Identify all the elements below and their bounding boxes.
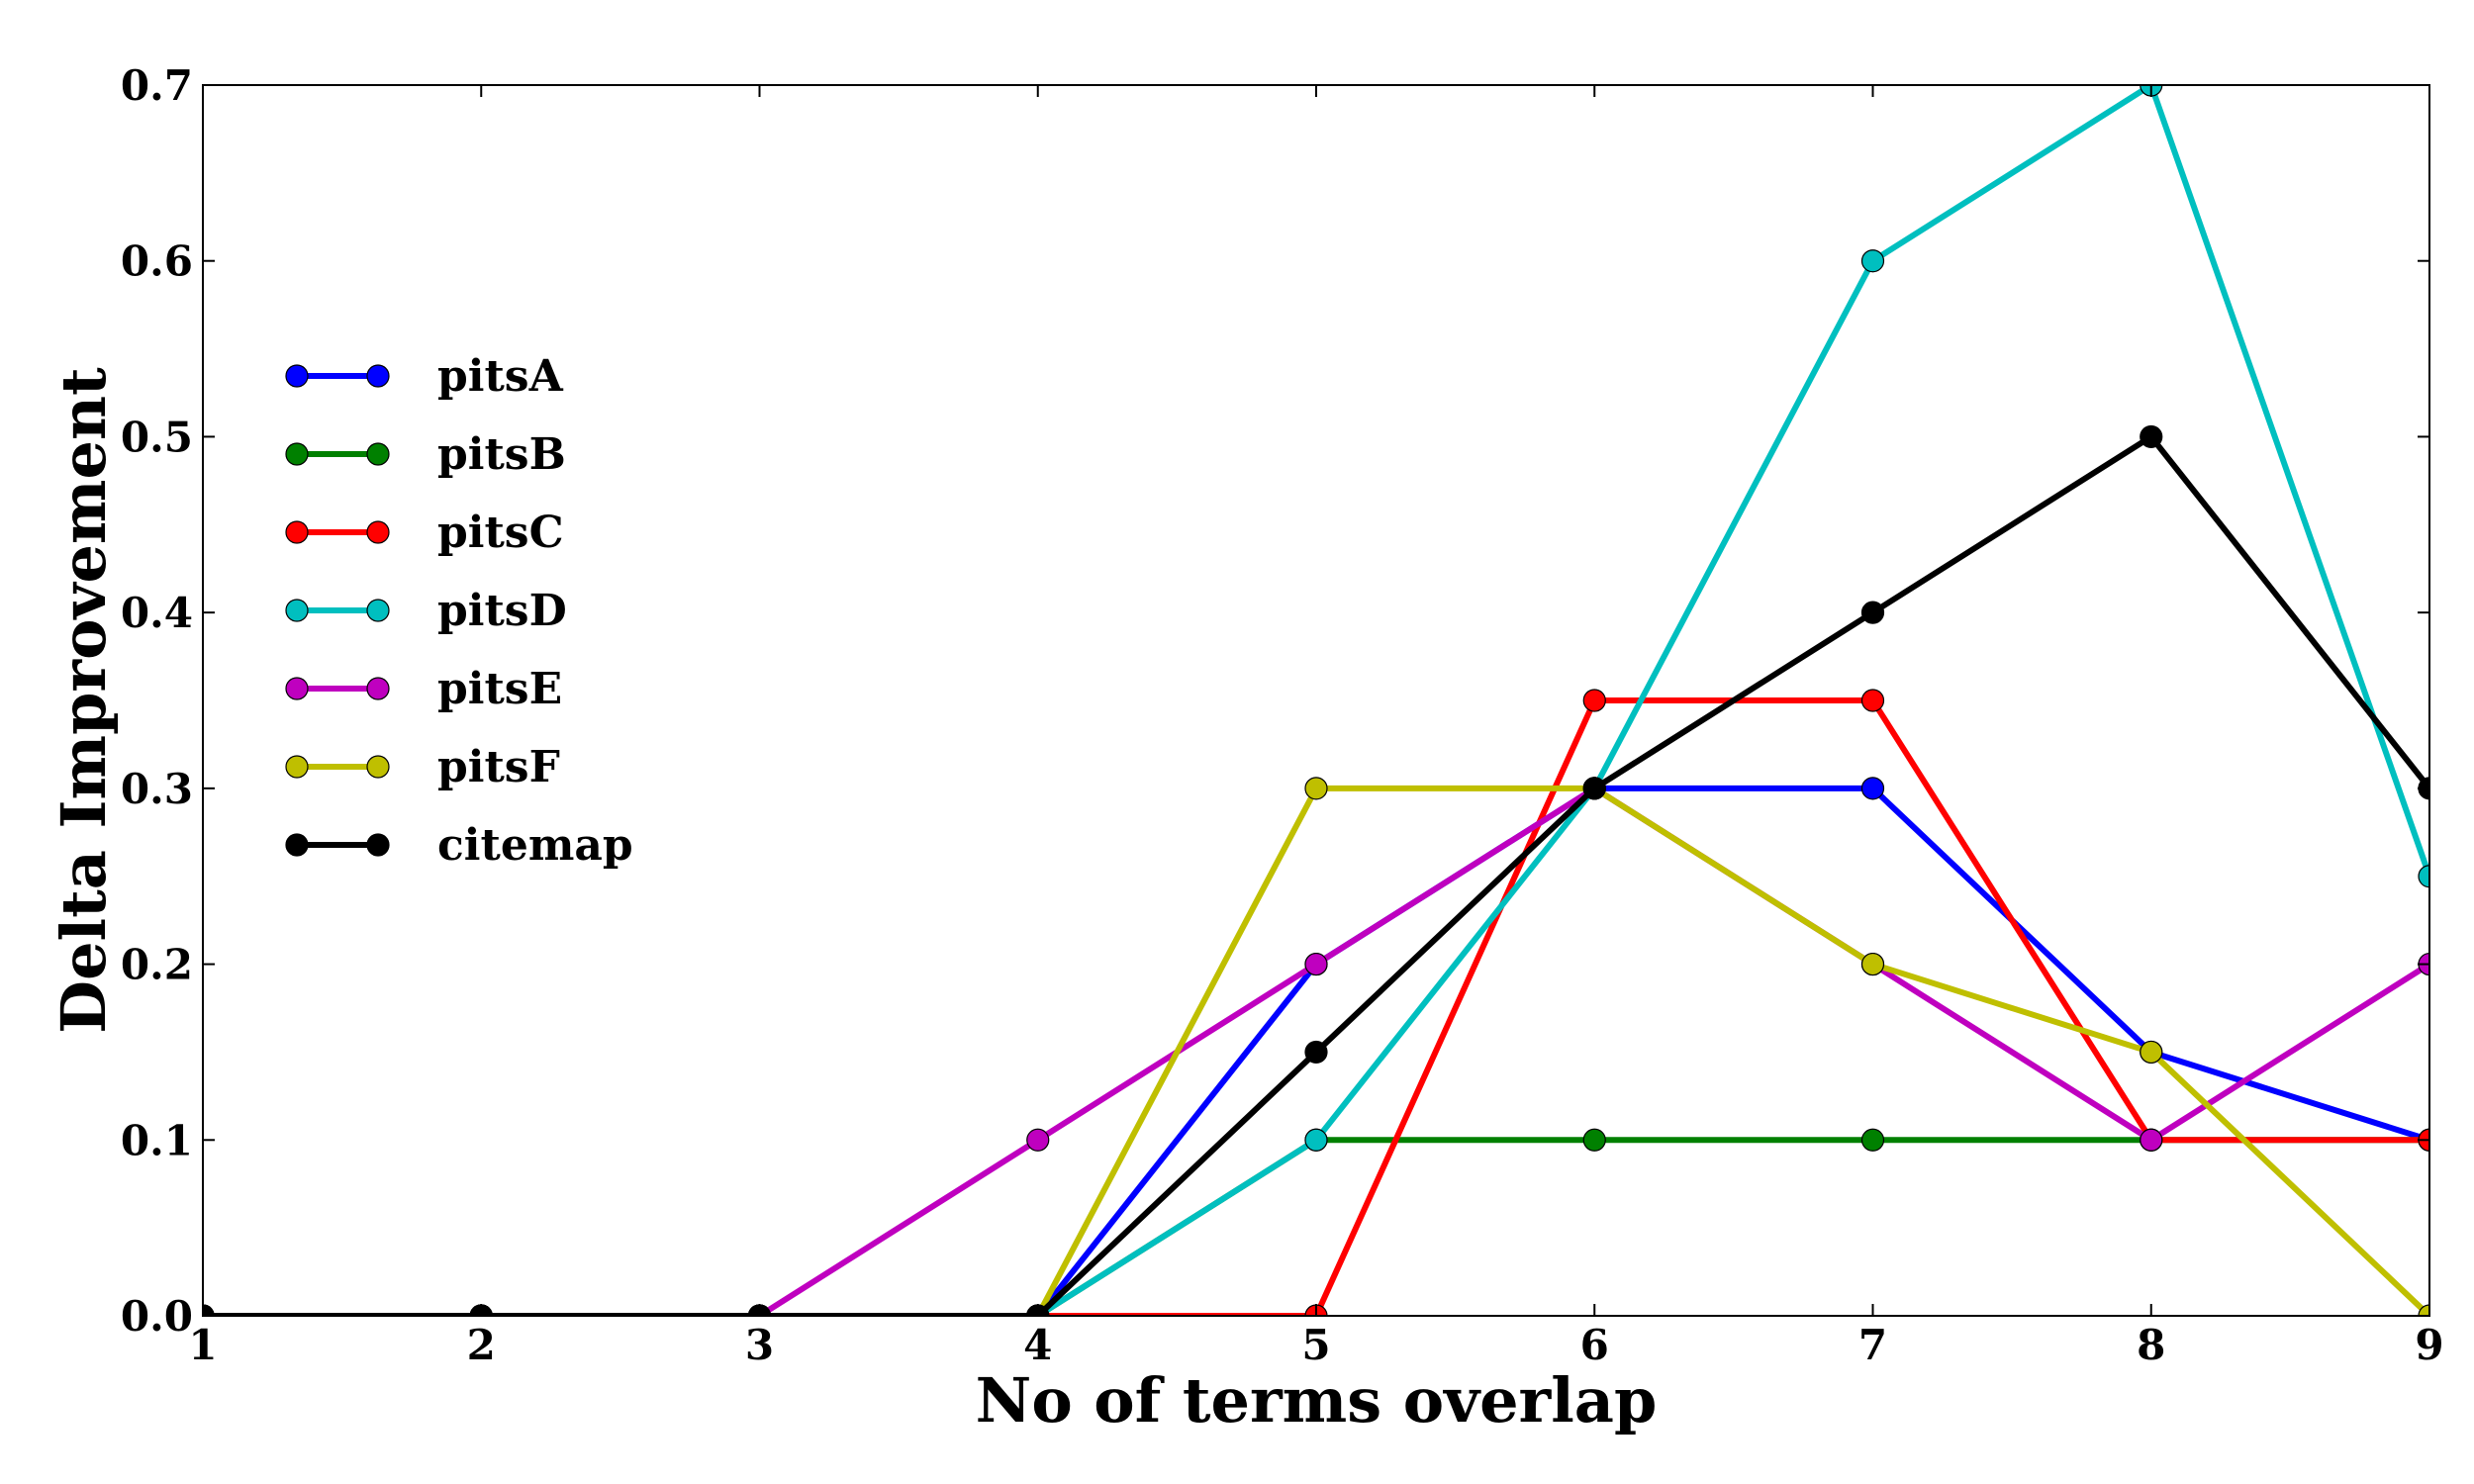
data-point-pitsF-9: [2418, 1304, 2429, 1316]
legend-marker-pitsB: [366, 442, 390, 466]
x-tick-label: 8: [2137, 1321, 2165, 1369]
legend-label: pitsE: [437, 664, 562, 714]
data-point-pitsA-7: [1860, 777, 1885, 800]
data-point-pitsF-7: [1860, 952, 1885, 976]
legend-marker-pitsD: [366, 599, 390, 622]
x-tick-label: 7: [1858, 1321, 1887, 1369]
data-point-pitsD-7: [1860, 249, 1885, 273]
legend-entry-pitsF: pitsF: [285, 742, 560, 792]
data-point-pitsE-5: [1304, 952, 1328, 976]
legend-label: pitsF: [437, 742, 560, 792]
legend-entry-pitsD: pitsD: [285, 586, 567, 636]
data-point-pitsF-8: [2140, 1040, 2163, 1065]
data-point-pitsD-9: [2418, 865, 2429, 888]
legend-marker-pitsC: [285, 520, 309, 544]
legend-entry-pitsA: pitsA: [285, 351, 564, 402]
data-point-pitsE-4: [1026, 1128, 1050, 1152]
legend-marker-pitsF: [285, 755, 309, 779]
legend-label: citemap: [437, 820, 633, 871]
legend-marker-pitsA: [366, 364, 390, 388]
series-line-pitsB: [203, 1137, 2429, 1316]
series-line-pitsC: [203, 697, 2429, 1316]
data-point-citemap-8: [2140, 424, 2163, 449]
data-point-pitsD-5: [1304, 1128, 1328, 1152]
x-tick-label: 6: [1580, 1321, 1609, 1369]
legend-label: pitsD: [437, 586, 567, 636]
legend-marker-pitsE: [285, 677, 309, 700]
y-axis-title: Delta Improvement: [48, 367, 120, 1034]
legend-label: pitsA: [437, 351, 564, 402]
legend-marker-pitsE: [366, 677, 390, 700]
x-tick-label: 4: [1023, 1321, 1052, 1369]
x-axis-title: No of terms overlap: [976, 1364, 1658, 1437]
legend-entry-pitsE: pitsE: [285, 664, 562, 714]
y-tick-label: 0.2: [121, 941, 193, 989]
axes: 1 2 3 4 5 6 7 8 9 0.0 0.1 0.2 0.3 0.4 0.5 0.6 0.7: [121, 61, 2444, 1369]
legend-marker-pitsF: [366, 755, 390, 779]
x-tick-label: 3: [745, 1321, 774, 1369]
legend-marker-pitsA: [285, 364, 309, 388]
series-line-citemap: [203, 432, 2429, 1316]
x-tick-label: 5: [1301, 1321, 1330, 1369]
x-tick-label: 2: [467, 1321, 496, 1369]
x-tick-label: 1: [188, 1321, 217, 1369]
y-tick-label: 0.4: [121, 589, 193, 637]
legend-label: pitsB: [437, 429, 566, 480]
data-point-pitsF-5: [1304, 777, 1328, 800]
data-point-pitsC-6: [1582, 689, 1606, 712]
data-point-pitsC-7: [1860, 689, 1885, 712]
legend-label: pitsC: [437, 508, 564, 558]
data-point-pitsE-8: [2140, 1128, 2163, 1152]
y-tick-label: 0.7: [121, 61, 193, 110]
data-point-citemap-1: [203, 1304, 215, 1316]
legend-marker-citemap: [285, 833, 309, 857]
legend-marker-citemap: [366, 833, 390, 857]
data-point-citemap-6: [1582, 777, 1606, 800]
y-tick-label: 0.3: [121, 765, 193, 813]
data-point-citemap-7: [1860, 601, 1885, 624]
y-tick-label: 0.5: [121, 413, 193, 461]
data-point-pitsB-7: [1860, 1128, 1885, 1152]
legend-marker-pitsB: [285, 442, 309, 466]
y-tick-label: 0.1: [121, 1116, 193, 1164]
y-tick-label: 0.6: [121, 237, 193, 286]
legend-entry-pitsB: pitsB: [285, 429, 566, 480]
legend-entry-pitsC: pitsC: [285, 508, 564, 558]
legend-entry-citemap: citemap: [285, 820, 633, 871]
legend: pitsA pitsB pitsC pitsD pitsE pitsF citemap: [285, 351, 633, 871]
y-tick-label: 0.0: [121, 1292, 193, 1341]
data-point-citemap-5: [1304, 1040, 1328, 1065]
data-point-pitsB-6: [1582, 1128, 1606, 1152]
legend-marker-pitsD: [285, 599, 309, 622]
x-tick-label: 9: [2415, 1321, 2443, 1369]
legend-marker-pitsC: [366, 520, 390, 544]
